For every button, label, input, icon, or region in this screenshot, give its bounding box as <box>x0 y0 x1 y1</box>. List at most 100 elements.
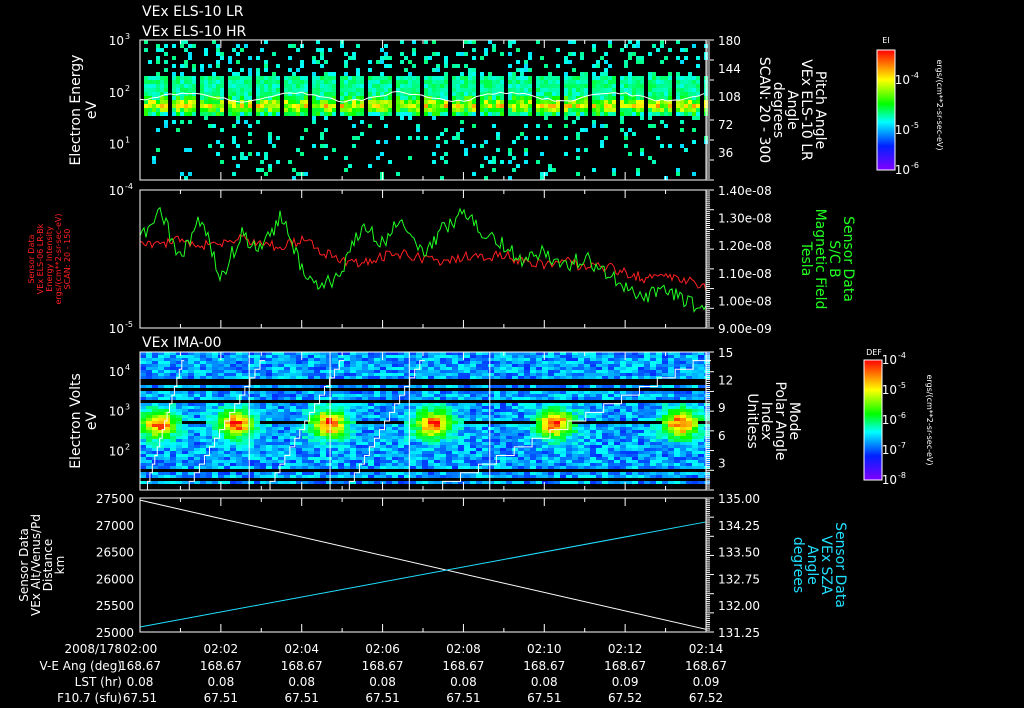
right-tick-label: 1.20e-08 <box>718 239 772 253</box>
spectrogram-cell <box>480 80 484 84</box>
spectrogram-cell <box>500 84 504 88</box>
spectrogram-cell <box>542 463 548 466</box>
spectrogram-cell <box>542 382 548 385</box>
spectrogram-cell <box>452 400 458 403</box>
spectrogram-cell <box>620 128 624 132</box>
spectrogram-cell <box>392 445 398 448</box>
spectrogram-cell <box>386 370 392 373</box>
spectrogram-cell <box>374 415 380 418</box>
spectrogram-cell <box>488 112 492 116</box>
spectrogram-cell <box>446 460 452 463</box>
spectrogram-cell <box>488 448 494 451</box>
spectrogram-cell <box>320 400 326 403</box>
spectrogram-cell <box>488 382 494 385</box>
spectrogram-cell <box>464 415 470 418</box>
spectrogram-cell <box>400 92 404 96</box>
spectrogram-cell <box>432 76 436 80</box>
spectrogram-cell <box>278 352 284 355</box>
spectrogram-cell <box>200 352 206 355</box>
spectrogram-cell <box>152 469 158 472</box>
spectrogram-cell <box>494 460 500 463</box>
spectrogram-cell <box>296 148 300 152</box>
spectrogram-cell <box>464 475 470 478</box>
spectrogram-cell <box>512 397 518 400</box>
spectrogram-cell <box>506 460 512 463</box>
spectrogram-cell <box>248 472 254 475</box>
spectrogram-cell <box>248 92 252 96</box>
spectrogram-cell <box>368 76 372 80</box>
spectrogram-cell <box>564 124 568 128</box>
spectrogram-cell <box>338 478 344 481</box>
spectrogram-cell <box>350 469 356 472</box>
spectrogram-cell <box>296 385 302 388</box>
spectrogram-cell <box>268 88 272 92</box>
spectrogram-cell <box>472 72 476 76</box>
spectrogram-cell <box>188 80 192 84</box>
spectrogram-cell <box>428 400 434 403</box>
spectrogram-cell <box>404 391 410 394</box>
spectrogram-cell <box>576 172 580 176</box>
spectrogram-cell <box>350 478 356 481</box>
spectrogram-cell <box>392 469 398 472</box>
spectrogram-cell <box>200 424 206 427</box>
spectrogram-cell <box>292 176 296 180</box>
spectrogram-cell <box>236 430 242 433</box>
spectrogram-cell <box>476 421 482 424</box>
spectrogram-cell <box>176 400 182 403</box>
spectrogram-cell <box>338 475 344 478</box>
spectrogram-cell <box>488 160 492 164</box>
spectrogram-cell <box>520 112 524 116</box>
spectrogram-cell <box>206 376 212 379</box>
spectrogram-cell <box>314 439 320 442</box>
spectrogram-cell <box>254 481 260 484</box>
spectrogram-cell <box>180 40 184 44</box>
spectrogram-cell <box>302 391 308 394</box>
spectrogram-cell <box>340 104 344 108</box>
spectrogram-cell <box>494 469 500 472</box>
spectrogram-cell <box>230 397 236 400</box>
spectrogram-cell <box>344 104 348 108</box>
spectrogram-cell <box>218 469 224 472</box>
spectrogram-cell <box>398 427 404 430</box>
spectrogram-cell <box>368 406 374 409</box>
spectrogram-cell <box>484 176 488 180</box>
spectrogram-cell <box>146 394 152 397</box>
spectrogram-cell <box>362 364 368 367</box>
spectrogram-cell <box>494 361 500 364</box>
spectrogram-cell <box>452 457 458 460</box>
spectrogram-cell <box>434 478 440 481</box>
spectrogram-cell <box>140 397 146 400</box>
spectrogram-cell <box>320 355 326 358</box>
spectrogram-cell <box>500 76 504 80</box>
spectrogram-cell <box>680 96 684 100</box>
spectrogram-cell <box>500 451 506 454</box>
spectrogram-cell <box>512 454 518 457</box>
spectrogram-cell <box>458 412 464 415</box>
spectrogram-cell <box>180 80 184 84</box>
spectrogram-cell <box>188 472 194 475</box>
spectrogram-cell <box>338 448 344 451</box>
spectrogram-cell <box>482 400 488 403</box>
spectrogram-cell <box>326 457 332 460</box>
spectrogram-cell <box>516 80 520 84</box>
spectrogram-cell <box>194 466 200 469</box>
spectrogram-cell <box>384 108 388 112</box>
spectrogram-cell <box>308 442 314 445</box>
spectrogram-cell <box>500 376 506 379</box>
spectrogram-cell <box>242 382 248 385</box>
spectrogram-cell <box>648 80 652 84</box>
spectrogram-cell <box>272 448 278 451</box>
spectrogram-cell <box>548 104 552 108</box>
spectrogram-cell <box>440 427 446 430</box>
spectrogram-cell <box>324 60 328 64</box>
spectrogram-cell <box>368 421 374 424</box>
spectrogram-cell <box>206 415 212 418</box>
spectrogram-cell <box>464 481 470 484</box>
spectrogram-cell <box>452 64 456 68</box>
spectrogram-cell <box>152 415 158 418</box>
spectrogram-cell <box>320 427 326 430</box>
spectrogram-cell <box>464 373 470 376</box>
spectrogram-cell <box>652 76 656 80</box>
spectrogram-cell <box>472 48 476 52</box>
spectrogram-cell <box>296 108 300 112</box>
